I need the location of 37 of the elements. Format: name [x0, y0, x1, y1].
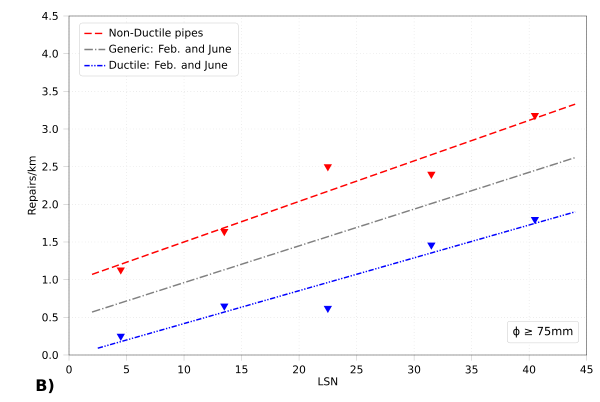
x-tick-label: 0 — [66, 365, 72, 374]
point — [530, 113, 539, 120]
point — [427, 242, 436, 250]
y-tick-label: 0.0 — [42, 350, 58, 360]
y-tick-label: 3.0 — [42, 124, 58, 134]
y-tick-label: 3.5 — [42, 87, 58, 96]
point — [324, 306, 332, 313]
point — [116, 267, 125, 274]
point — [530, 216, 539, 224]
point — [116, 334, 125, 341]
point — [220, 229, 228, 236]
x-tick-label: 20 — [293, 365, 306, 374]
point — [427, 172, 436, 179]
point — [324, 164, 332, 172]
x-tick-label: 25 — [350, 365, 362, 374]
y-tick-label: 4.5 — [42, 12, 58, 20]
legend-label: Non-Ductile pipes — [110, 28, 203, 39]
y-tick-label: 2.5 — [42, 162, 58, 171]
x-axis-title: LSN — [318, 377, 338, 386]
y-tick-label: 0.5 — [42, 313, 58, 322]
y-tick-label: 4.0 — [42, 50, 58, 58]
x-tick-label: 15 — [236, 365, 248, 374]
x-tick-label: 10 — [178, 365, 190, 374]
x-tick-label: 45 — [580, 365, 593, 374]
x-tick-label: 30 — [408, 365, 420, 374]
x-tick-label: 5 — [124, 365, 129, 374]
y-tick-label: 1.0 — [42, 276, 58, 284]
y-tick-label: 1.5 — [42, 238, 58, 246]
legend-label: Ductile: Feb. and June — [110, 60, 228, 71]
legend-label: Generic: Feb. and June — [109, 44, 232, 55]
x-tick-label: 35 — [466, 365, 478, 374]
annotation: ϕ ≥ 75mm — [513, 326, 572, 338]
text: B) — [36, 378, 54, 394]
y-tick-label: 2.0 — [42, 200, 58, 208]
point — [220, 304, 228, 311]
y-axis-title: Repairs/km — [28, 156, 38, 214]
x-tick-label: 40 — [522, 365, 536, 374]
